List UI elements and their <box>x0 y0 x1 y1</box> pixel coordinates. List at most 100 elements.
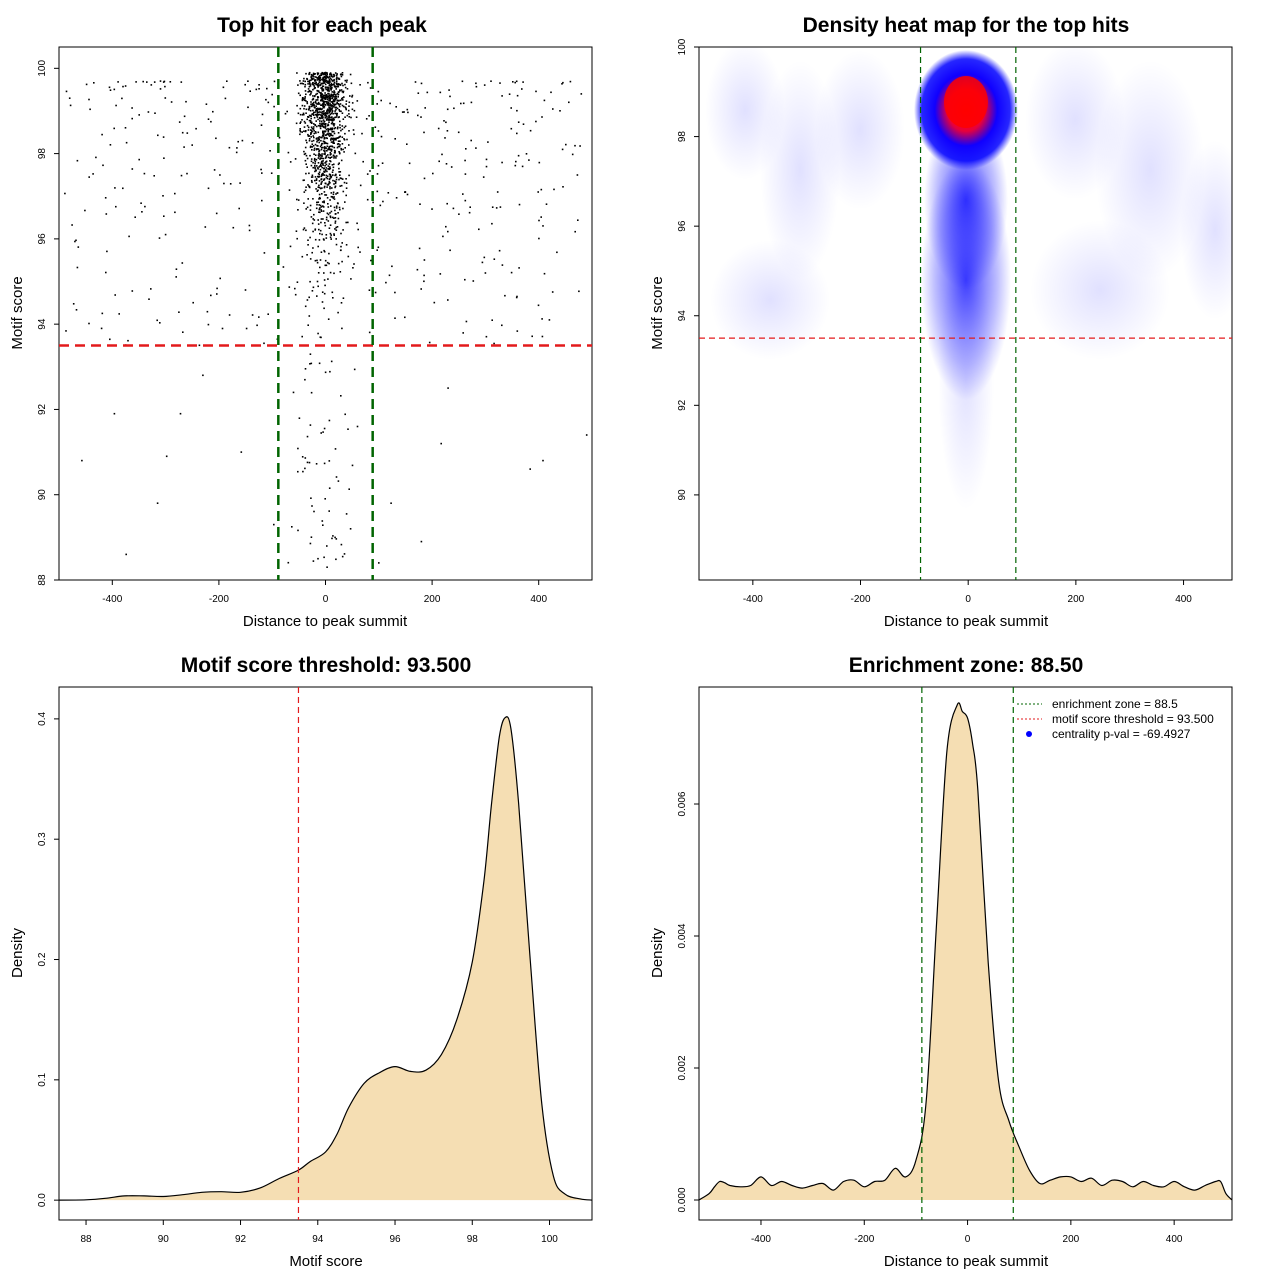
scatter-point <box>362 160 364 163</box>
scatter-point <box>321 155 323 157</box>
scatter-point <box>339 140 341 142</box>
scatter-point <box>182 331 184 333</box>
scatter-point <box>330 95 332 97</box>
scatter-point <box>319 83 322 86</box>
scatter-point <box>333 123 336 125</box>
scatter-point <box>345 103 347 105</box>
scatter-point <box>465 148 467 150</box>
scatter-point <box>332 76 334 78</box>
scatter-point <box>323 72 326 74</box>
scatter-point <box>394 291 396 294</box>
scatter-point <box>338 105 341 108</box>
x-axis-label: Distance to peak summit <box>884 613 1049 630</box>
scatter-point <box>321 136 323 139</box>
scatter-point <box>299 82 302 85</box>
scatter-point <box>321 78 323 81</box>
scatter-point <box>376 173 379 175</box>
scatter-point <box>337 202 339 205</box>
x-axis-label: Motif score <box>289 1253 362 1270</box>
scatter-point <box>183 115 186 118</box>
scatter-point <box>331 83 334 86</box>
scatter-point <box>336 107 339 110</box>
scatter-point <box>305 163 307 165</box>
scatter-point <box>324 264 327 267</box>
scatter-point <box>348 105 350 107</box>
scatter-point <box>491 206 494 208</box>
scatter-point <box>84 209 86 212</box>
scatter-point <box>317 131 320 134</box>
scatter-point <box>550 91 552 94</box>
scatter-point <box>475 82 477 85</box>
scatter-point <box>324 162 326 164</box>
scatter-point <box>312 75 314 77</box>
scatter-point <box>303 191 306 193</box>
scatter-point <box>312 82 314 84</box>
y-tick-label: 98 <box>677 131 688 143</box>
x-tick-label: 88 <box>80 1234 92 1245</box>
scatter-point <box>335 155 338 157</box>
scatter-point <box>441 153 443 156</box>
scatter-point <box>325 137 327 139</box>
scatter-point <box>328 121 330 123</box>
scatter-point <box>297 447 299 450</box>
scatter-point <box>330 101 332 103</box>
scatter-point <box>346 138 348 141</box>
scatter-point <box>338 162 340 164</box>
scatter-point <box>510 127 513 130</box>
scatter-point <box>342 90 345 93</box>
scatter-point <box>315 82 317 84</box>
scatter-point <box>469 206 471 208</box>
scatter-point <box>335 94 337 96</box>
scatter-point <box>109 144 112 146</box>
scatter-point <box>314 154 317 156</box>
scatter-point <box>191 144 193 146</box>
scatter-point <box>324 169 327 171</box>
scatter-point <box>449 249 451 252</box>
scatter-point <box>321 142 324 145</box>
scatter-point <box>374 291 377 294</box>
scatter-point <box>543 99 546 102</box>
scatter-point <box>180 81 183 83</box>
scatter-point <box>289 245 292 248</box>
scatter-point <box>340 543 343 546</box>
scatter-point <box>317 145 319 147</box>
scatter-point <box>336 143 339 145</box>
scatter-point <box>153 175 155 177</box>
scatter-point <box>164 97 167 99</box>
scatter-point <box>328 135 331 137</box>
scatter-point <box>334 209 336 212</box>
scatter-point <box>333 104 335 107</box>
scatter-point <box>339 185 341 187</box>
scatter-point <box>72 303 75 305</box>
heatmap-background-streaks <box>705 47 1232 360</box>
scatter-point <box>569 80 572 83</box>
scatter-point <box>317 223 320 225</box>
scatter-point <box>312 139 315 142</box>
scatter-point <box>332 179 334 182</box>
scatter-point <box>308 85 311 88</box>
scatter-point <box>316 92 318 95</box>
scatter-point <box>501 324 503 327</box>
scatter-point <box>307 133 309 136</box>
scatter-point <box>326 117 328 120</box>
scatter-point <box>326 145 329 148</box>
scatter-point <box>321 193 323 195</box>
scatter-point <box>261 113 264 116</box>
scatter-point <box>331 107 334 109</box>
scatter-point <box>310 74 313 76</box>
scatter-point <box>336 114 338 117</box>
scatter-point <box>328 77 330 79</box>
scatter-point <box>324 134 327 136</box>
scatter-point <box>342 105 345 108</box>
scatter-point <box>328 80 330 82</box>
scatter-point <box>169 81 172 83</box>
scatter-point <box>323 149 325 152</box>
scatter-point <box>216 293 218 295</box>
scatter-point <box>407 111 409 114</box>
scatter-point <box>376 103 378 105</box>
scatter-point <box>339 271 342 273</box>
scatter-point <box>319 77 321 80</box>
scatter-point <box>318 141 320 144</box>
scatter-point <box>341 97 343 100</box>
scatter-point <box>333 79 335 82</box>
